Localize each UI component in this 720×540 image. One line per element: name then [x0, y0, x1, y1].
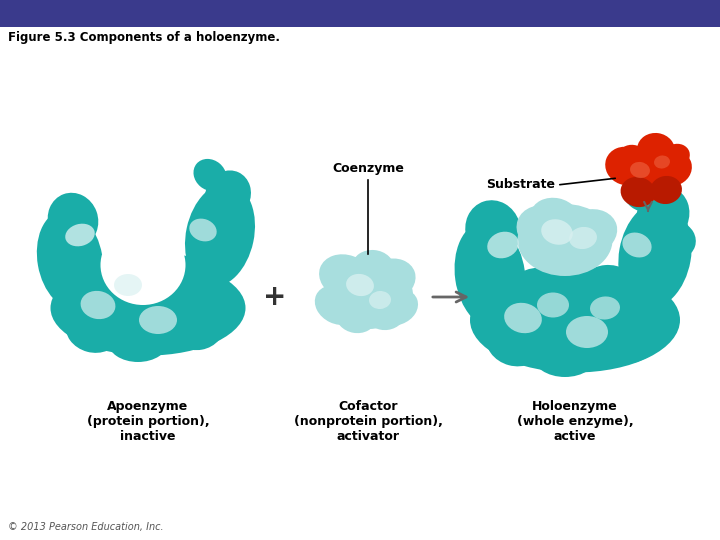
Ellipse shape: [194, 159, 227, 191]
Ellipse shape: [465, 200, 521, 260]
Ellipse shape: [39, 221, 81, 259]
Ellipse shape: [622, 155, 674, 201]
Text: Apoenzyme
(protein portion),
inactive: Apoenzyme (protein portion), inactive: [86, 400, 210, 443]
Ellipse shape: [630, 162, 650, 178]
Ellipse shape: [114, 274, 142, 296]
Ellipse shape: [650, 176, 682, 204]
Ellipse shape: [454, 221, 526, 329]
Ellipse shape: [566, 316, 608, 348]
Ellipse shape: [346, 274, 374, 296]
Ellipse shape: [150, 255, 202, 295]
Ellipse shape: [470, 267, 680, 373]
Ellipse shape: [662, 144, 690, 168]
Ellipse shape: [654, 221, 696, 259]
Ellipse shape: [637, 133, 675, 167]
Ellipse shape: [516, 205, 573, 255]
Ellipse shape: [81, 291, 115, 319]
Ellipse shape: [578, 265, 636, 311]
Ellipse shape: [486, 318, 544, 366]
Ellipse shape: [510, 268, 570, 316]
Ellipse shape: [550, 236, 590, 268]
Ellipse shape: [205, 171, 251, 220]
Ellipse shape: [654, 156, 670, 168]
Ellipse shape: [48, 193, 99, 247]
Ellipse shape: [504, 303, 542, 333]
Ellipse shape: [323, 261, 413, 329]
Ellipse shape: [374, 288, 418, 326]
Text: © 2013 Pearson Education, Inc.: © 2013 Pearson Education, Inc.: [8, 522, 163, 532]
Text: Cofactor
(nonprotein portion),
activator: Cofactor (nonprotein portion), activator: [294, 400, 442, 443]
Ellipse shape: [319, 254, 373, 300]
Ellipse shape: [189, 219, 217, 241]
Ellipse shape: [618, 201, 692, 308]
Ellipse shape: [518, 204, 613, 276]
Ellipse shape: [336, 301, 376, 333]
Ellipse shape: [91, 259, 145, 301]
Ellipse shape: [139, 306, 177, 334]
Ellipse shape: [50, 260, 246, 355]
Ellipse shape: [562, 232, 608, 268]
Ellipse shape: [621, 177, 655, 207]
Ellipse shape: [66, 224, 95, 246]
Ellipse shape: [108, 322, 168, 362]
Ellipse shape: [563, 209, 617, 255]
Text: Holoenzyme
(whole enzyme),
active: Holoenzyme (whole enzyme), active: [517, 400, 634, 443]
Ellipse shape: [636, 186, 690, 244]
Ellipse shape: [487, 232, 518, 258]
Ellipse shape: [458, 235, 503, 275]
Ellipse shape: [569, 227, 597, 249]
Ellipse shape: [66, 307, 120, 353]
Ellipse shape: [606, 147, 647, 185]
Ellipse shape: [315, 285, 361, 325]
Text: Substrate: Substrate: [486, 179, 555, 192]
Ellipse shape: [369, 291, 391, 309]
Ellipse shape: [185, 183, 255, 287]
Ellipse shape: [352, 250, 394, 284]
Text: Coenzyme: Coenzyme: [332, 162, 404, 175]
Ellipse shape: [652, 150, 692, 186]
Ellipse shape: [537, 293, 569, 318]
Ellipse shape: [37, 211, 103, 309]
Text: +: +: [264, 283, 287, 311]
Ellipse shape: [101, 225, 186, 305]
Ellipse shape: [172, 306, 224, 350]
Ellipse shape: [603, 317, 657, 363]
Bar: [0, 0, 720, 27]
Ellipse shape: [590, 296, 620, 320]
Ellipse shape: [623, 172, 663, 212]
Ellipse shape: [367, 300, 405, 330]
Ellipse shape: [622, 233, 652, 258]
Ellipse shape: [530, 198, 580, 238]
Ellipse shape: [533, 333, 598, 377]
Text: Figure 5.3 Components of a holoenzyme.: Figure 5.3 Components of a holoenzyme.: [8, 31, 280, 44]
Ellipse shape: [541, 219, 573, 245]
Ellipse shape: [618, 145, 648, 171]
Ellipse shape: [364, 259, 415, 301]
